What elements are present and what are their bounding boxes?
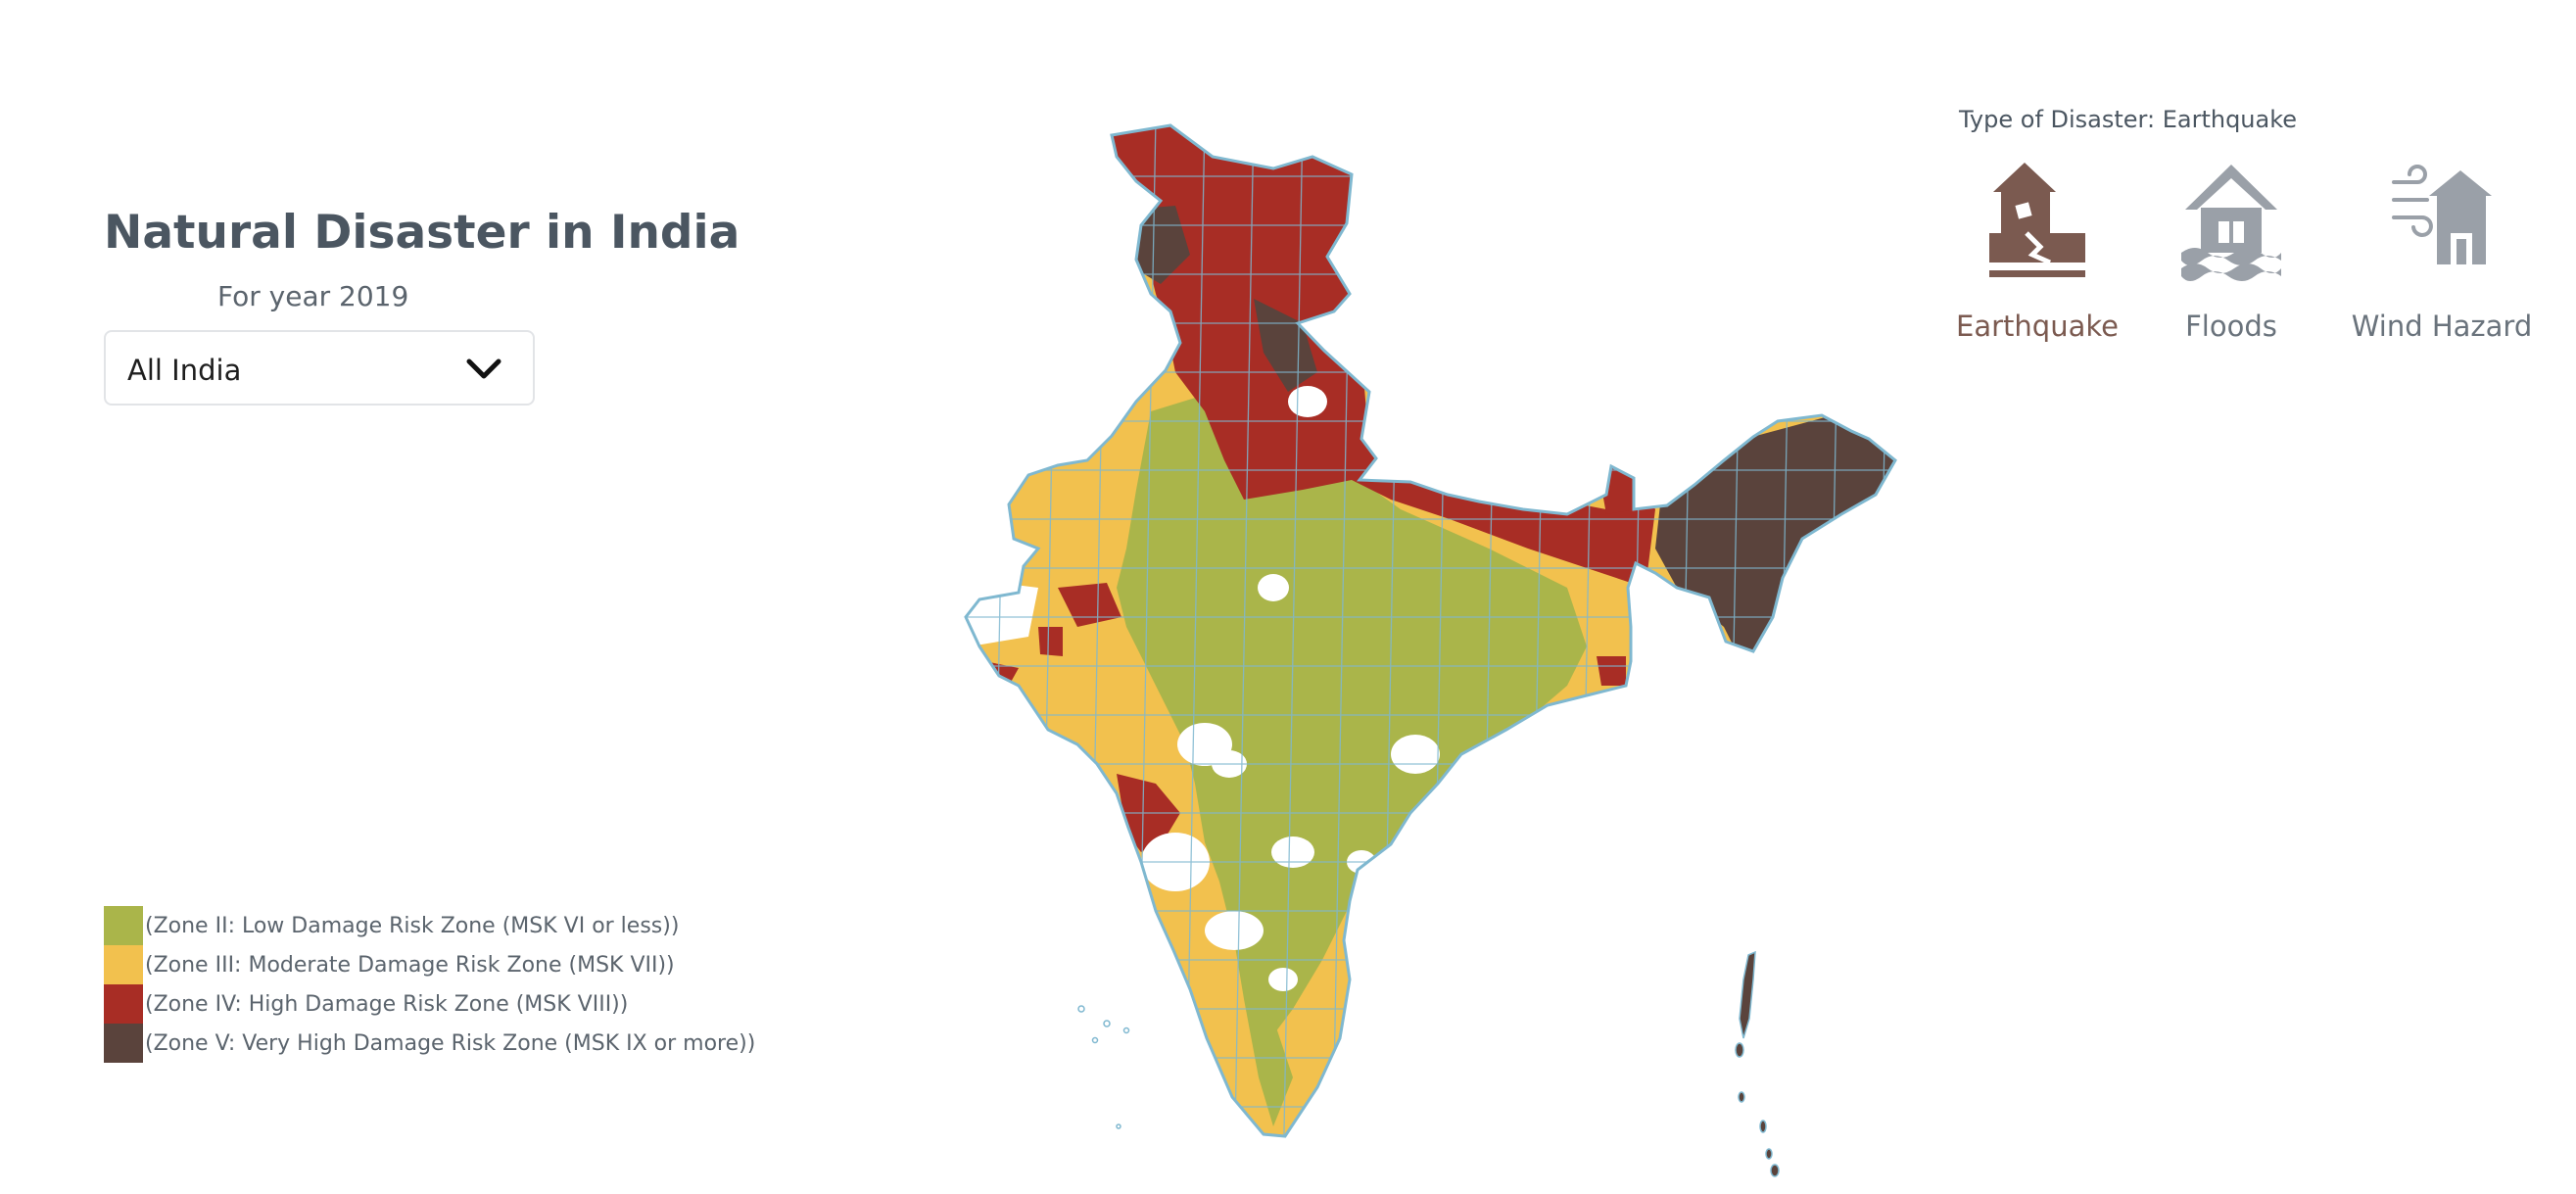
legend-item-zone-5: (Zone V: Very High Damage Risk Zone (MSK…	[104, 1024, 809, 1063]
legend-label: (Zone III: Moderate Damage Risk Zone (MS…	[145, 953, 675, 978]
legend-swatch	[104, 1024, 143, 1063]
region-select-value: All India	[127, 354, 242, 387]
chevron-down-icon	[466, 358, 501, 379]
legend-item-zone-2: (Zone II: Low Damage Risk Zone (MSK VI o…	[104, 906, 809, 945]
disaster-type-heading: Type of Disaster: Earthquake	[1959, 106, 2298, 133]
wind-house-icon	[2392, 165, 2492, 264]
disaster-option-label: Earthquake	[1956, 310, 2119, 343]
disaster-option-floods[interactable]: Floods	[2174, 157, 2288, 343]
legend-label: (Zone V: Very High Damage Risk Zone (MSK…	[145, 1031, 756, 1056]
legend-label: (Zone IV: High Damage Risk Zone (MSK VII…	[145, 992, 629, 1017]
disaster-option-label: Wind Hazard	[2351, 310, 2533, 343]
disaster-option-label: Floods	[2185, 310, 2277, 343]
legend-swatch	[104, 945, 143, 984]
india-map[interactable]	[960, 118, 1920, 1185]
legend-swatch	[104, 984, 143, 1024]
disaster-option-earthquake[interactable]: Earthquake	[1954, 157, 2121, 343]
region-select[interactable]: All India	[104, 330, 535, 406]
legend-item-zone-3: (Zone III: Moderate Damage Risk Zone (MS…	[104, 945, 809, 984]
disaster-option-wind-hazard[interactable]: Wind Hazard	[2349, 157, 2535, 343]
legend: (Zone II: Low Damage Risk Zone (MSK VI o…	[104, 906, 809, 1063]
year-label: For year 2019	[217, 280, 409, 312]
page-title: Natural Disaster in India	[104, 206, 740, 260]
legend-item-zone-4: (Zone IV: High Damage Risk Zone (MSK VII…	[104, 984, 809, 1024]
earthquake-house-icon	[1989, 163, 2085, 277]
legend-label: (Zone II: Low Damage Risk Zone (MSK VI o…	[145, 914, 680, 938]
flooded-house-icon	[2181, 165, 2281, 281]
legend-swatch	[104, 906, 143, 945]
